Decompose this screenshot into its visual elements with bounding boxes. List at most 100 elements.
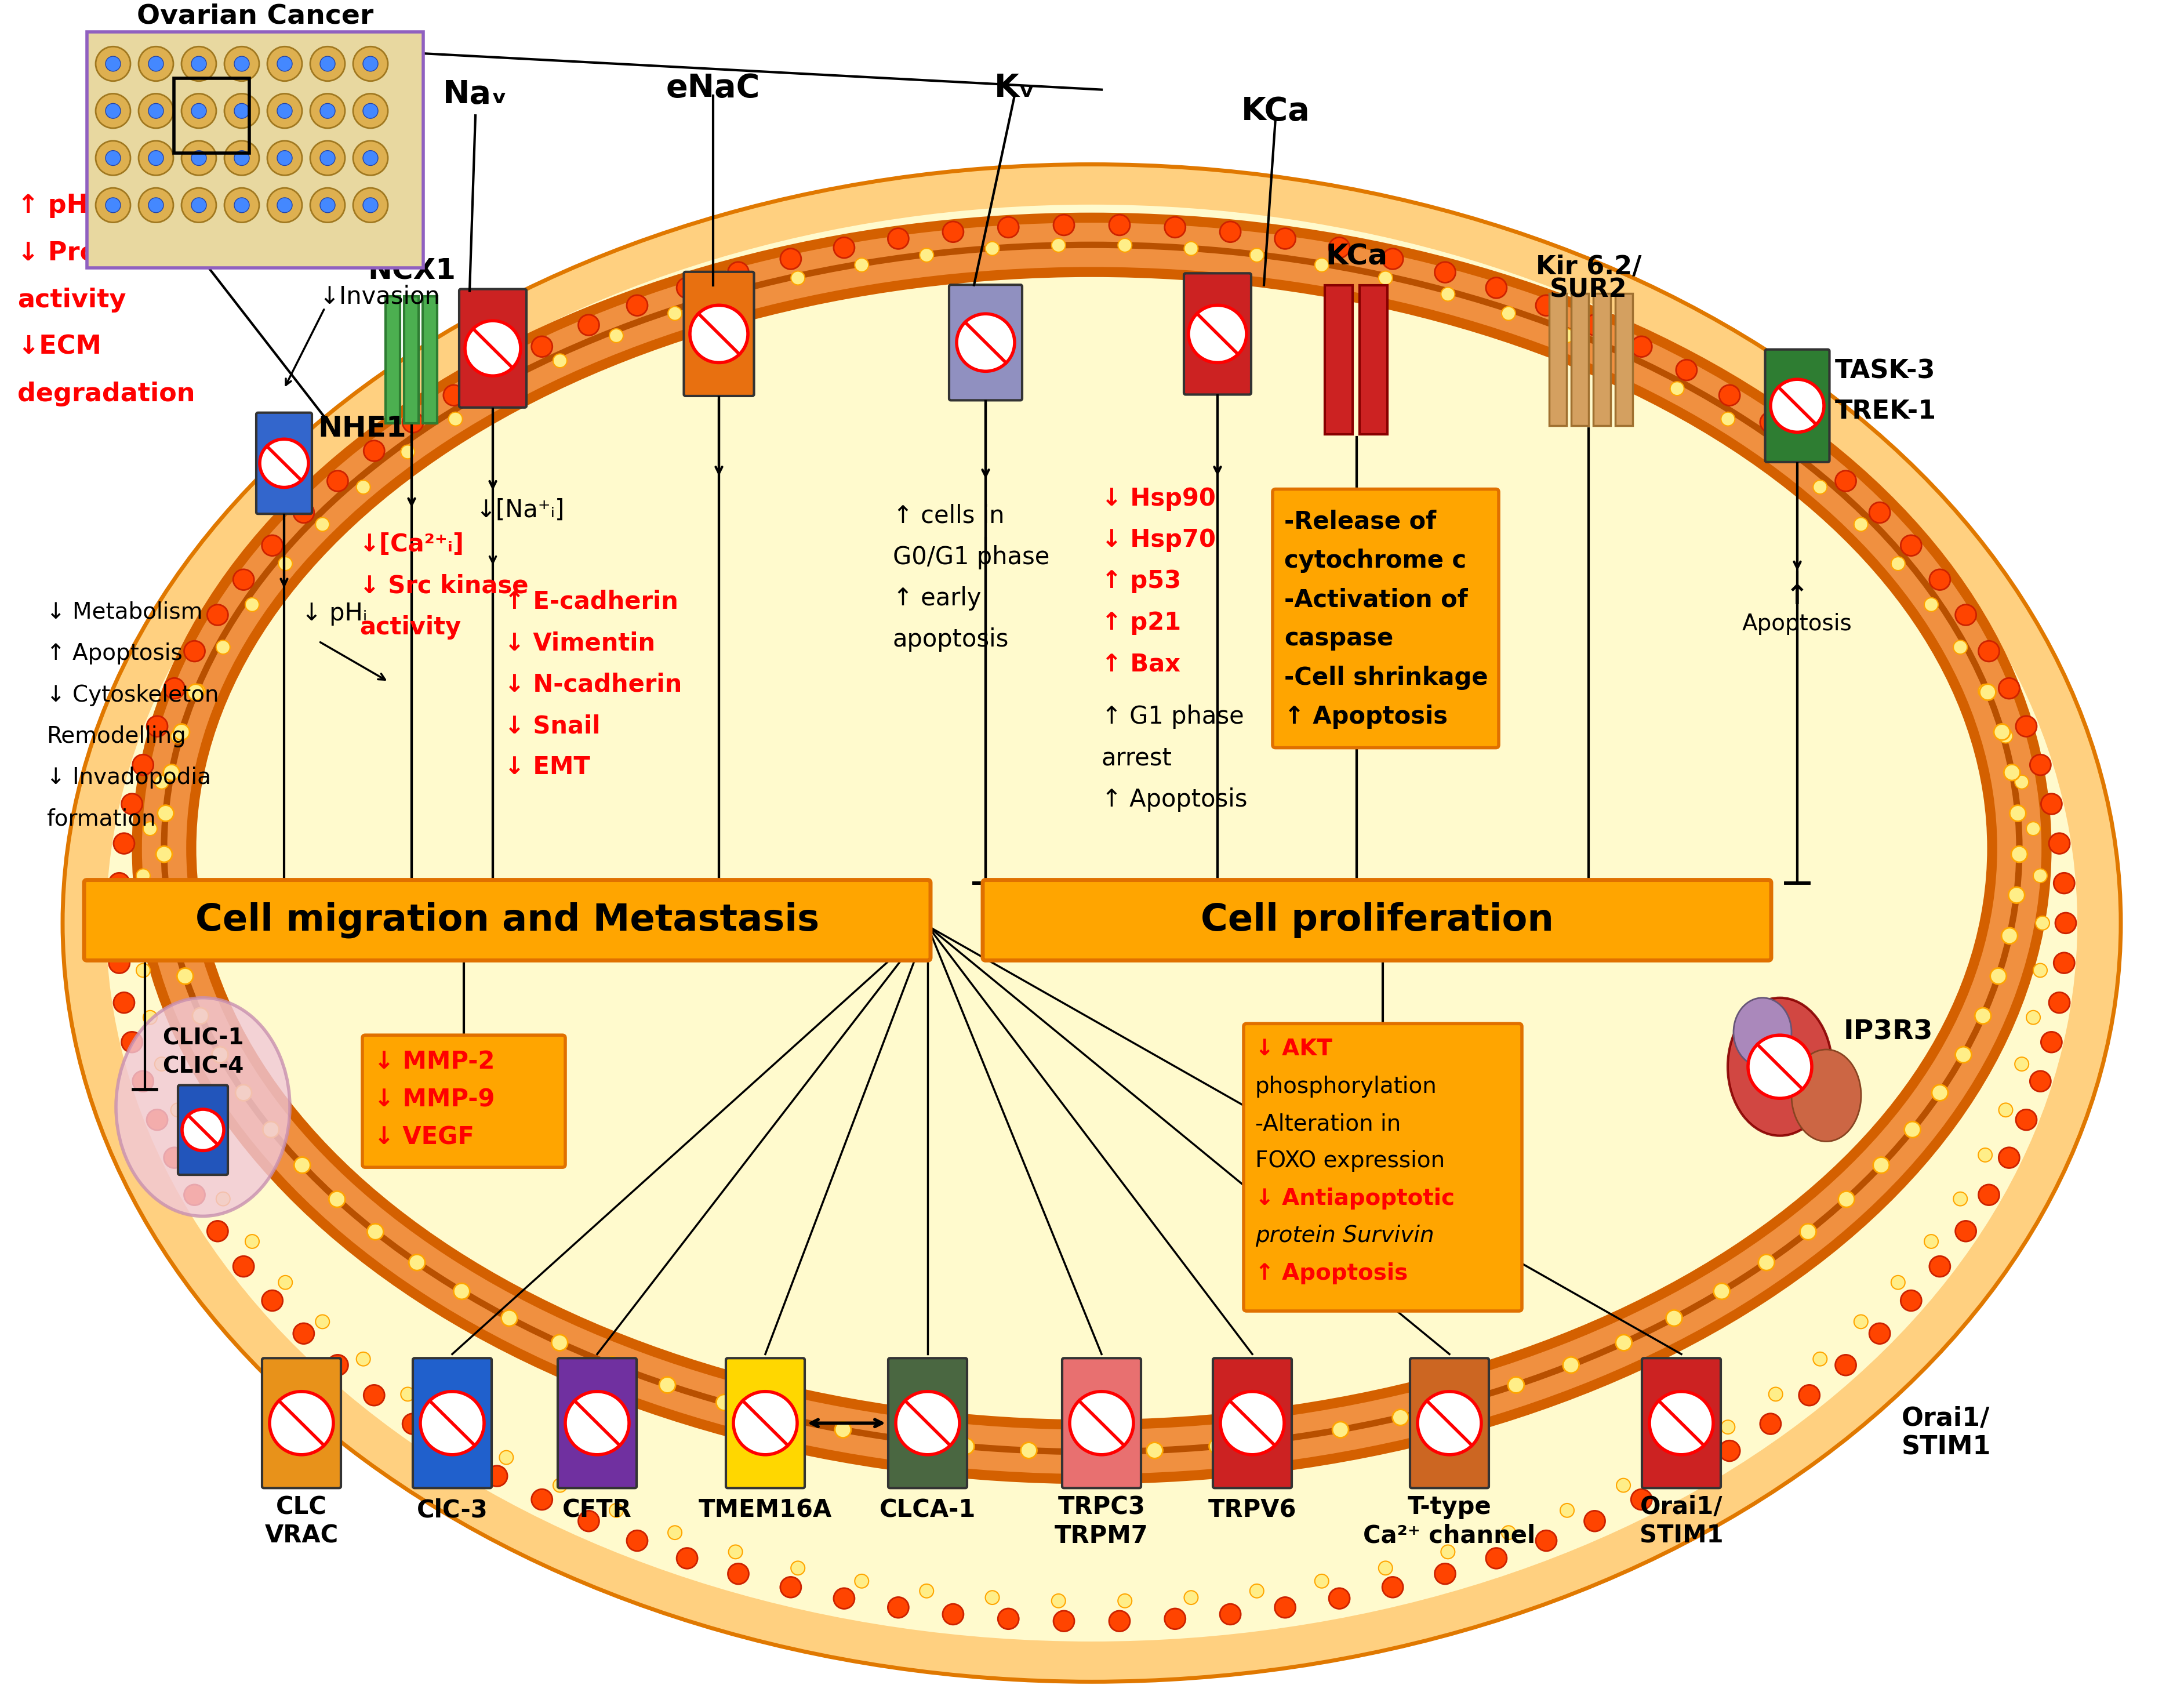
Circle shape (1382, 249, 1402, 269)
Text: -Cell shrinkage: -Cell shrinkage (1284, 666, 1487, 690)
Circle shape (363, 198, 378, 213)
Text: -Release of: -Release of (1284, 509, 1437, 533)
Text: ↑ p21: ↑ p21 (1101, 610, 1182, 635)
Circle shape (2016, 715, 2038, 737)
Text: ↓ Vimentin: ↓ Vimentin (505, 632, 655, 656)
Circle shape (1979, 640, 1998, 661)
Text: NCX1: NCX1 (367, 257, 456, 284)
Circle shape (919, 1584, 933, 1597)
Circle shape (1083, 1444, 1101, 1459)
FancyBboxPatch shape (83, 880, 930, 960)
Text: formation: formation (46, 809, 155, 829)
Circle shape (277, 557, 293, 571)
Circle shape (236, 1085, 251, 1100)
Circle shape (170, 729, 186, 743)
Circle shape (1835, 1356, 1856, 1376)
Text: ↓ Hsp70: ↓ Hsp70 (1101, 528, 1216, 552)
Circle shape (2009, 887, 2025, 903)
Circle shape (1147, 1442, 1162, 1458)
Text: TASK-3: TASK-3 (1835, 359, 1935, 383)
Circle shape (627, 1531, 649, 1551)
Circle shape (105, 198, 120, 213)
Circle shape (356, 480, 371, 494)
Text: ↑ Bax: ↑ Bax (1101, 652, 1179, 676)
Circle shape (419, 1391, 485, 1454)
Circle shape (2016, 1109, 2038, 1131)
Circle shape (96, 141, 131, 175)
Text: ↑ p53: ↑ p53 (1101, 569, 1182, 593)
Circle shape (605, 1357, 620, 1373)
Circle shape (109, 952, 129, 972)
Circle shape (1671, 381, 1684, 395)
Text: Kir 6.2/: Kir 6.2/ (1535, 254, 1642, 279)
Circle shape (133, 1071, 153, 1092)
Text: CLIC-4: CLIC-4 (162, 1056, 245, 1078)
Circle shape (1378, 271, 1393, 284)
Circle shape (1900, 535, 1922, 555)
Text: caspase: caspase (1284, 627, 1393, 651)
Circle shape (225, 141, 260, 175)
Text: SUR2: SUR2 (1551, 278, 1627, 303)
Circle shape (330, 1190, 345, 1207)
Text: Apoptosis: Apoptosis (1743, 613, 1852, 635)
Circle shape (1813, 1352, 1828, 1366)
Circle shape (716, 1395, 732, 1410)
Circle shape (260, 439, 308, 487)
Circle shape (234, 198, 249, 213)
Circle shape (192, 104, 207, 119)
Circle shape (443, 385, 465, 405)
Circle shape (146, 1109, 168, 1131)
Circle shape (1955, 1047, 1972, 1063)
Circle shape (295, 1156, 310, 1173)
Circle shape (122, 1032, 142, 1052)
Circle shape (1675, 1466, 1697, 1487)
Bar (424, 296, 437, 422)
Text: ↑ E-cadherin: ↑ E-cadherin (505, 589, 679, 615)
Circle shape (443, 1441, 465, 1461)
Circle shape (668, 307, 681, 320)
Bar (175, 78, 249, 153)
Ellipse shape (63, 165, 2121, 1683)
Text: CLIC-1: CLIC-1 (162, 1027, 245, 1049)
Circle shape (96, 94, 131, 128)
Text: G0/G1 phase: G0/G1 phase (893, 545, 1051, 569)
Text: ↑ early: ↑ early (893, 586, 981, 611)
Text: CLCA-1: CLCA-1 (880, 1499, 976, 1522)
Circle shape (183, 640, 205, 661)
Text: cytochrome c: cytochrome c (1284, 548, 1465, 572)
Circle shape (363, 104, 378, 119)
Circle shape (1994, 724, 2009, 741)
Circle shape (1275, 228, 1295, 249)
Text: TREK-1: TREK-1 (1835, 399, 1937, 424)
Circle shape (234, 150, 249, 165)
Circle shape (192, 1148, 205, 1161)
Circle shape (149, 150, 164, 165)
Circle shape (314, 1315, 330, 1328)
Circle shape (363, 56, 378, 72)
Circle shape (1854, 1315, 1867, 1328)
Circle shape (1854, 518, 1867, 531)
Circle shape (173, 724, 190, 741)
FancyBboxPatch shape (1184, 272, 1251, 395)
Circle shape (1721, 1420, 1734, 1434)
Circle shape (1249, 1584, 1265, 1597)
Ellipse shape (116, 998, 290, 1216)
Text: Kᵥ: Kᵥ (994, 73, 1035, 104)
Circle shape (1184, 242, 1199, 255)
Text: activity: activity (17, 288, 127, 312)
Text: ↑ cells in: ↑ cells in (893, 504, 1005, 528)
Circle shape (1053, 215, 1075, 235)
Circle shape (269, 1391, 334, 1454)
Circle shape (1109, 215, 1129, 235)
Circle shape (1955, 1221, 1977, 1241)
Text: CFTR: CFTR (563, 1499, 631, 1522)
Ellipse shape (1791, 1049, 1861, 1141)
Circle shape (192, 685, 205, 698)
Circle shape (1933, 1085, 1948, 1100)
Circle shape (1998, 1104, 2014, 1117)
Circle shape (889, 228, 909, 249)
Circle shape (1616, 1335, 1631, 1350)
Circle shape (1210, 1439, 1225, 1454)
Circle shape (181, 187, 216, 223)
Text: Cell migration and Metastasis: Cell migration and Metastasis (194, 903, 819, 938)
